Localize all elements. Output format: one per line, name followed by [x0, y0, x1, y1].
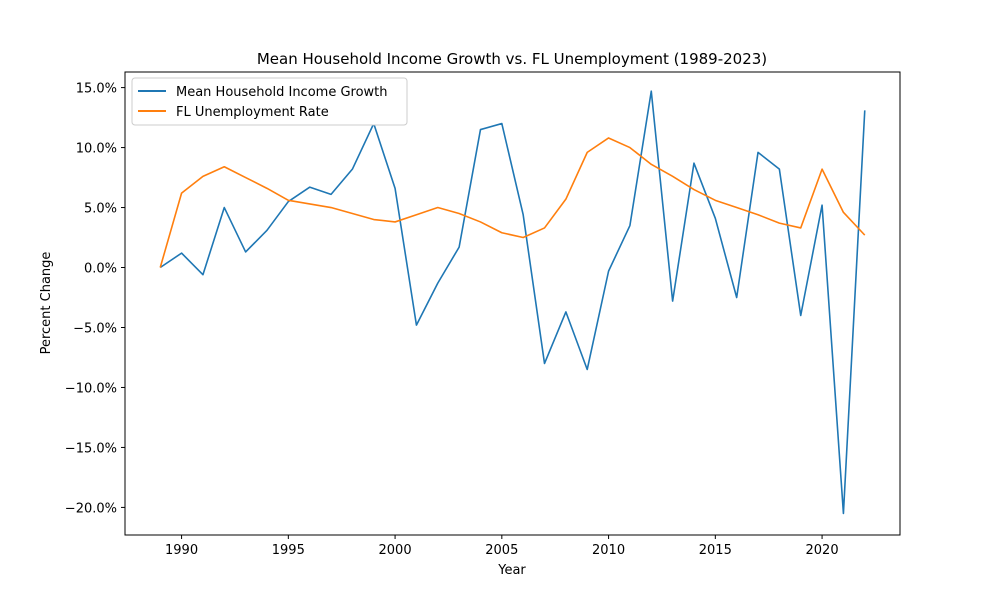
y-tick-label: 0.0%: [84, 262, 117, 277]
y-tick-label: 5.0%: [84, 202, 117, 217]
legend: Mean Household Income Growth FL Unemploy…: [131, 77, 408, 126]
x-tick-label: 2020: [806, 543, 839, 558]
plot-area: [159, 90, 866, 515]
x-tick-label: 1995: [272, 543, 305, 558]
y-tick-label: 10.0%: [76, 142, 117, 157]
y-tick-label: −10.0%: [65, 381, 117, 396]
x-axis-label: Year: [497, 563, 526, 578]
axes-frame: [124, 71, 901, 536]
x-axis: 1990 1995 2000 2005 2010 2015 2020: [165, 535, 839, 558]
x-tick-label: 2005: [485, 543, 518, 558]
y-tick-label: −20.0%: [65, 501, 117, 516]
x-tick-label: 2010: [592, 543, 625, 558]
legend-box: [131, 77, 408, 126]
legend-label-unemployment: FL Unemployment Rate: [176, 105, 329, 120]
x-tick-label: 1990: [165, 543, 198, 558]
y-tick-label: 15.0%: [76, 82, 117, 97]
series-line-income-growth: [159, 90, 866, 515]
y-axis-label: Percent Change: [39, 252, 54, 355]
y-tick-label: −15.0%: [65, 441, 117, 456]
series-line-unemployment: [159, 137, 866, 268]
y-axis: −20.0% −15.0% −10.0% −5.0% 0.0% 5.0% 10.0% 15.0…: [65, 82, 125, 516]
x-tick-label: 2015: [699, 543, 732, 558]
y-tick-label: −5.0%: [73, 321, 117, 336]
chart-title: Mean Household Income Growth vs. FL Unem…: [257, 50, 767, 68]
legend-label-income: Mean Household Income Growth: [176, 85, 388, 100]
x-tick-label: 2000: [379, 543, 412, 558]
